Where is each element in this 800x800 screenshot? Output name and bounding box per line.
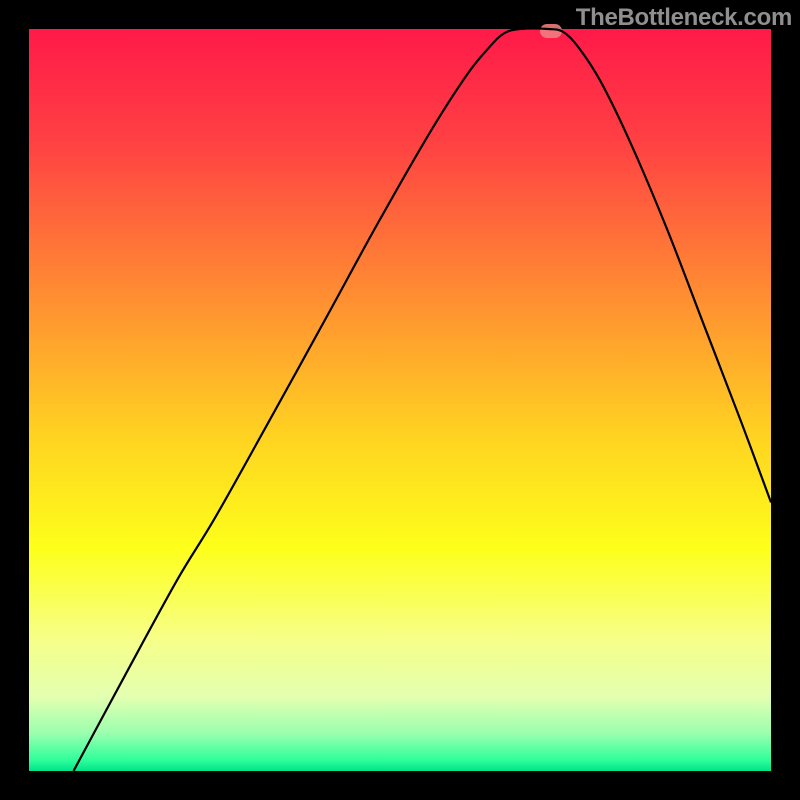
chart-container: { "watermark": { "text": "TheBottleneck.… — [0, 0, 800, 800]
plot-area — [29, 29, 771, 771]
curve-path — [74, 29, 771, 771]
bottleneck-curve — [29, 29, 771, 771]
watermark-text: TheBottleneck.com — [576, 4, 792, 32]
